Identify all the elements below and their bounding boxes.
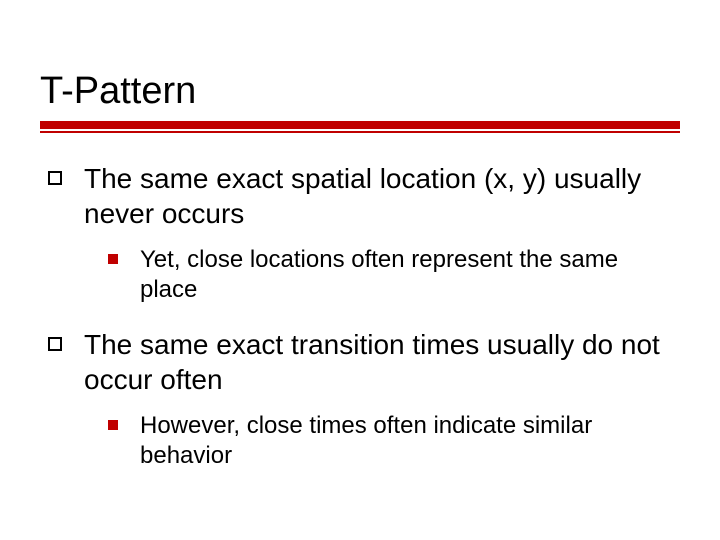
hollow-square-icon xyxy=(48,337,62,351)
bullet-text: The same exact spatial location (x, y) u… xyxy=(84,161,672,231)
slide: T-Pattern The same exact spatial locatio… xyxy=(0,0,720,540)
title-underline-thick xyxy=(40,121,680,129)
hollow-square-icon xyxy=(48,171,62,185)
list-item: Yet, close locations often represent the… xyxy=(108,245,672,305)
title-area: T-Pattern xyxy=(0,0,720,133)
slide-content: The same exact spatial location (x, y) u… xyxy=(0,133,720,471)
filled-square-icon xyxy=(108,420,118,430)
filled-square-icon xyxy=(108,254,118,264)
slide-title: T-Pattern xyxy=(40,70,680,113)
bullet-text: The same exact transition times usually … xyxy=(84,327,672,397)
bullet-text: However, close times often indicate simi… xyxy=(140,411,672,471)
list-item: The same exact spatial location (x, y) u… xyxy=(48,161,672,231)
bullet-text: Yet, close locations often represent the… xyxy=(140,245,672,305)
list-item: The same exact transition times usually … xyxy=(48,327,672,397)
list-item: However, close times often indicate simi… xyxy=(108,411,672,471)
